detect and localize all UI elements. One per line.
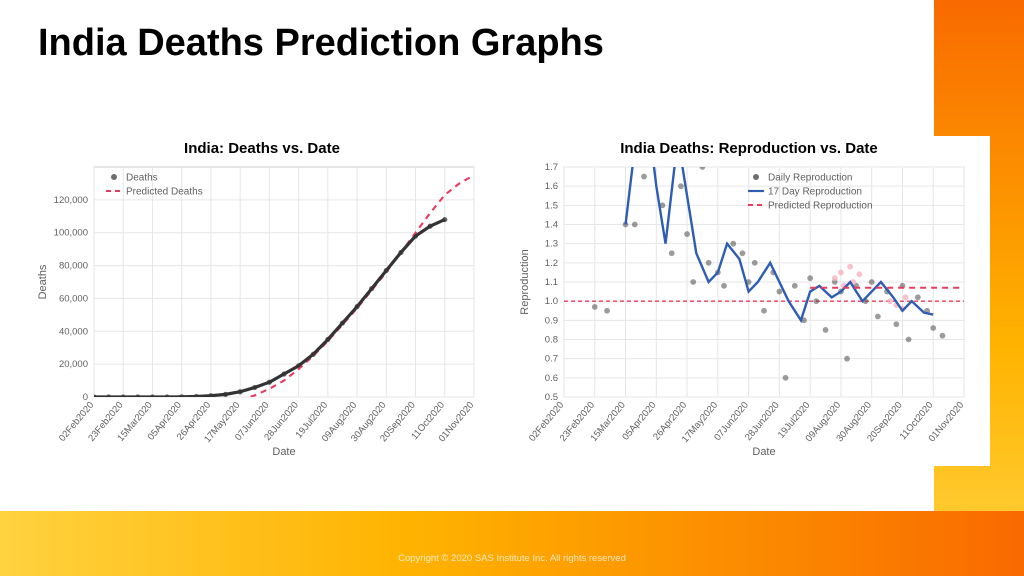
- svg-text:80,000: 80,000: [59, 261, 88, 272]
- svg-text:Predicted Deaths: Predicted Deaths: [126, 187, 203, 198]
- svg-text:Deaths: Deaths: [37, 264, 49, 299]
- svg-text:20,000: 20,000: [59, 359, 88, 370]
- copyright-text: Copyright © 2020 SAS Institute Inc. All …: [0, 553, 1024, 564]
- svg-text:1.5: 1.5: [545, 200, 558, 211]
- svg-text:0.7: 0.7: [545, 354, 558, 365]
- svg-text:Predicted Reproduction: Predicted Reproduction: [768, 201, 873, 212]
- chart1-svg: 020,00040,00060,00080,000100,000120,0000…: [32, 159, 492, 459]
- chart2-svg: 0.50.60.70.80.91.01.11.21.31.41.51.61.70…: [514, 159, 984, 459]
- svg-text:1.2: 1.2: [545, 258, 558, 269]
- svg-text:17 Day Reproduction: 17 Day Reproduction: [768, 187, 862, 198]
- chart-panel-deaths: India: Deaths vs. Date 020,00040,00060,0…: [26, 136, 498, 466]
- chart-panel-reproduction: India Deaths: Reproduction vs. Date 0.50…: [508, 136, 990, 466]
- svg-text:Deaths: Deaths: [126, 173, 158, 184]
- svg-text:1.3: 1.3: [545, 239, 558, 250]
- page-title: India Deaths Prediction Graphs: [38, 22, 604, 65]
- svg-text:Reproduction: Reproduction: [519, 249, 531, 314]
- charts-row: India: Deaths vs. Date 020,00040,00060,0…: [26, 136, 990, 466]
- svg-text:1.0: 1.0: [545, 296, 558, 307]
- svg-text:1.6: 1.6: [545, 181, 558, 192]
- svg-text:1.1: 1.1: [545, 277, 558, 288]
- svg-text:120,000: 120,000: [54, 195, 88, 206]
- svg-text:0.6: 0.6: [545, 373, 558, 384]
- svg-text:40,000: 40,000: [59, 326, 88, 337]
- svg-text:Daily Reproduction: Daily Reproduction: [768, 173, 853, 184]
- svg-text:60,000: 60,000: [59, 293, 88, 304]
- svg-text:Date: Date: [272, 446, 295, 458]
- svg-text:0.9: 0.9: [545, 315, 558, 326]
- svg-text:1.7: 1.7: [545, 162, 558, 173]
- chart2-title: India Deaths: Reproduction vs. Date: [514, 140, 984, 157]
- svg-text:0.8: 0.8: [545, 335, 558, 346]
- svg-text:100,000: 100,000: [54, 228, 88, 239]
- bg-gradient-bottom: [0, 511, 1024, 576]
- svg-text:1.4: 1.4: [545, 220, 558, 231]
- svg-text:Date: Date: [752, 446, 775, 458]
- chart1-title: India: Deaths vs. Date: [32, 140, 492, 157]
